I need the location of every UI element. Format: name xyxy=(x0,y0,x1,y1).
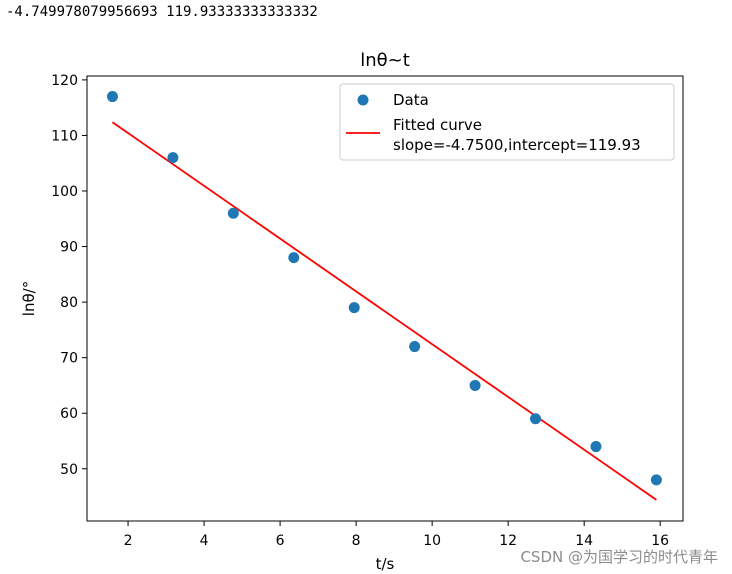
data-point xyxy=(590,441,602,453)
data-point xyxy=(530,413,542,425)
x-tick-label: 12 xyxy=(499,533,517,549)
data-point xyxy=(348,302,360,314)
console-output: -4.749978079956693 119.93333333333332 xyxy=(6,4,318,20)
y-tick-label: 80 xyxy=(60,295,78,311)
data-point xyxy=(469,379,481,391)
data-point xyxy=(650,474,662,486)
data-point xyxy=(167,152,179,164)
y-tick-label: 60 xyxy=(60,406,78,422)
x-tick-label: 4 xyxy=(200,533,209,549)
data-point xyxy=(106,91,118,103)
x-tick-label: 10 xyxy=(423,533,441,549)
x-tick-label: 6 xyxy=(276,533,285,549)
y-tick-label: 100 xyxy=(51,184,78,200)
legend-box xyxy=(339,83,675,161)
x-tick-label: 8 xyxy=(352,533,361,549)
plot-area xyxy=(86,75,684,522)
data-point xyxy=(409,341,421,353)
legend: Data Fitted curve slope=-4.7500,intercep… xyxy=(339,83,675,161)
y-axis: 50 60 70 80 90 100 110 120 xyxy=(51,73,87,478)
plot-frame xyxy=(86,75,684,522)
legend-data-marker xyxy=(357,94,369,106)
legend-entry-fit-line-1: Fitted curve xyxy=(393,116,482,134)
watermark: CSDN @为国学习的时代青年 xyxy=(520,548,718,566)
y-tick-label: 120 xyxy=(51,73,78,89)
chart-title: lnθ~t xyxy=(360,50,410,71)
fitted-line xyxy=(111,121,657,501)
y-tick-label: 70 xyxy=(60,351,78,367)
x-axis: 2 4 6 8 10 12 14 16 xyxy=(124,521,669,549)
data-point xyxy=(227,207,239,219)
x-tick-label: 14 xyxy=(575,533,593,549)
data-point xyxy=(288,252,300,264)
y-tick-label: 110 xyxy=(51,128,78,144)
data-series xyxy=(106,91,662,486)
fitted-curve-series xyxy=(111,121,657,501)
y-tick-label: 90 xyxy=(60,240,78,256)
y-tick-label: 50 xyxy=(60,462,78,478)
y-axis-label: lnθ/° xyxy=(20,281,38,316)
legend-entry-fit-line-2: slope=-4.7500,intercept=119.93 xyxy=(393,136,641,154)
x-tick-label: 16 xyxy=(651,533,669,549)
legend-entry-data: Data xyxy=(393,91,429,109)
x-tick-label: 2 xyxy=(124,533,133,549)
x-axis-label: t/s xyxy=(376,555,395,573)
